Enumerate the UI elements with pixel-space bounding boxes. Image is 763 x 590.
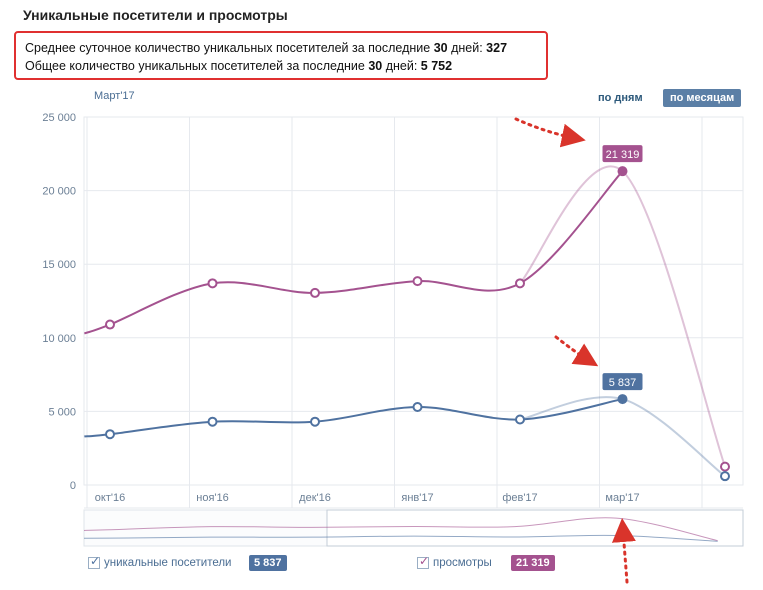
x-tick-label: окт'16 (95, 492, 125, 504)
legend-views-value: 21 319 (511, 555, 555, 571)
peak-label-background (602, 145, 643, 163)
annotation-arrow (514, 117, 586, 148)
summary-text: дней: (382, 59, 421, 73)
annotation-arrow (554, 335, 599, 367)
x-tick-label: мар'17 (605, 492, 639, 504)
views-point (105, 319, 115, 330)
views-peak-label: 21 319 (602, 145, 643, 163)
summary-total-value: 5 752 (420, 59, 453, 73)
plot-background (83, 116, 744, 486)
y-tick-label: 10 000 (42, 333, 76, 345)
peak-label-background (602, 373, 643, 391)
period-label: Март'17 (94, 90, 135, 102)
x-tick-label: ноя'16 (196, 492, 228, 504)
navigator-visitors-line (83, 534, 718, 542)
y-tick-label: 5 000 (48, 406, 76, 418)
visitors-point (720, 471, 730, 482)
views-point (310, 287, 320, 298)
navigator-views-line (83, 517, 718, 542)
visitors-point (617, 394, 628, 405)
views-line (84, 170, 624, 335)
visitors-point (310, 416, 320, 427)
visitors-point (515, 414, 525, 425)
summary-average-value: 327 (486, 41, 508, 55)
chart-title: Уникальные посетители и просмотры (23, 7, 288, 23)
x-tick-label: янв'17 (401, 492, 433, 504)
y-tick-label: 15 000 (42, 259, 76, 271)
summary-line-total: Общее количество уникальных посетителей … (25, 57, 546, 75)
visitors-point (207, 416, 218, 427)
views-checkbox[interactable]: ✓ (417, 554, 430, 569)
summary-line-average: Среднее суточное количество уникальных п… (25, 39, 546, 57)
visitors-checkbox[interactable]: ✓ (88, 554, 101, 569)
visitors-point (412, 401, 423, 412)
peak-label-text: 5 837 (609, 377, 637, 389)
by-months-button[interactable]: по месяцам (663, 89, 742, 107)
legend-views-label[interactable]: просмотры (433, 557, 492, 569)
views-point (412, 276, 423, 287)
views-point (515, 278, 525, 289)
summary-box: Среднее суточное количество уникальных п… (14, 31, 548, 80)
visitors-peak-label: 5 837 (602, 373, 643, 391)
y-tick-label: 20 000 (42, 186, 76, 198)
views-point (720, 461, 730, 472)
x-tick-label: дек'16 (299, 492, 331, 504)
summary-text: дней: (447, 41, 487, 55)
summary-text: Общее количество уникальных посетителей … (25, 59, 369, 73)
annotation-arrow (611, 518, 636, 584)
annotation-arrows (514, 117, 636, 584)
summary-text: Среднее суточное количество уникальных п… (25, 41, 434, 55)
legend-visitors-value: 5 837 (249, 555, 287, 571)
y-tick-label: 25 000 (42, 112, 76, 124)
y-tick-label: 0 (70, 480, 76, 492)
views-point (207, 278, 218, 289)
x-tick-label: фев'17 (502, 492, 537, 504)
visitors-point (105, 429, 115, 440)
peak-label-text: 21 319 (606, 149, 640, 161)
legend-visitors-label[interactable]: уникальные посетители (104, 557, 232, 569)
summary-days: 30 (368, 59, 383, 73)
by-days-button[interactable]: по дням (598, 92, 643, 104)
summary-days: 30 (433, 41, 448, 55)
range-selection (326, 509, 744, 547)
views-point (617, 166, 628, 177)
